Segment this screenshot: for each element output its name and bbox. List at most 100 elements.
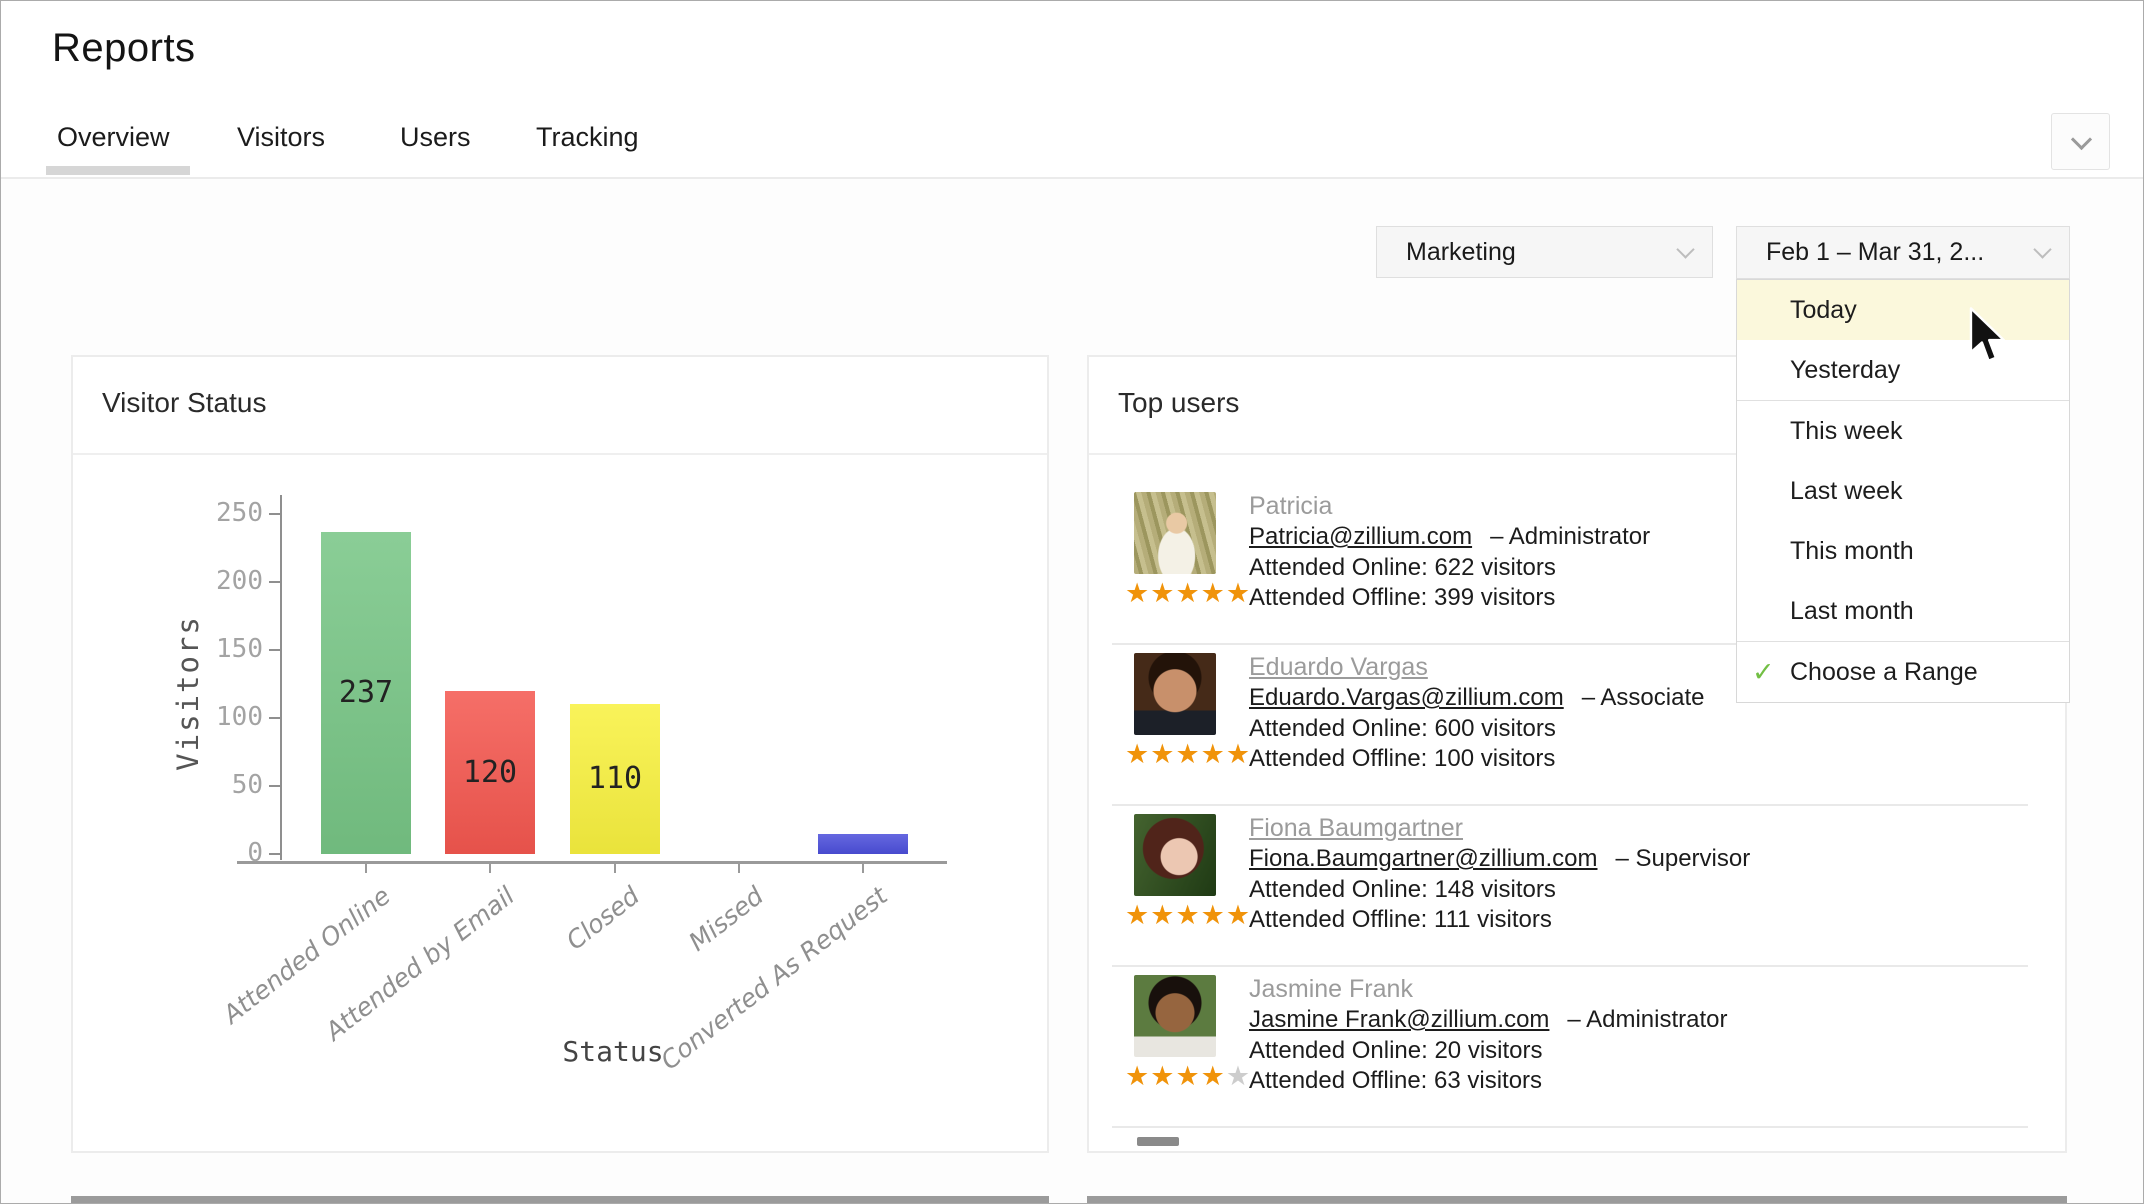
x-tick	[614, 864, 616, 873]
user-rating-stars: ★★★★★	[1125, 739, 1251, 770]
user-name[interactable]: Eduardo Vargas	[1249, 653, 1428, 681]
star-filled-icon: ★	[1175, 900, 1201, 930]
menu-item-last-month[interactable]: Last month	[1790, 597, 1914, 625]
menu-divider	[1737, 641, 2069, 642]
user-row-divider	[1112, 804, 2028, 806]
next-card-top-right	[1087, 1196, 2067, 1204]
user-role: – Associate	[1581, 684, 1705, 711]
bar-value-label: 110	[587, 761, 643, 796]
star-filled-icon: ★	[1150, 900, 1176, 930]
next-user-avatar-sliver	[1137, 1137, 1179, 1146]
top-users-list: Patricia Patricia@zillium.com – Administra…	[1089, 357, 2065, 1151]
user-row-divider	[1112, 965, 2028, 967]
y-axis-title: Visitors	[171, 615, 205, 771]
menu-item-this-month[interactable]: This month	[1790, 537, 1914, 565]
star-filled-icon: ★	[1150, 1061, 1176, 1091]
bar-value-label: 120	[462, 754, 518, 790]
user-email-role-line: Patricia@zillium.com – Administrator	[1249, 523, 1650, 551]
user-email-link[interactable]: Jasmine Frank@zillium.com	[1249, 1006, 1550, 1033]
menu-item-yesterday[interactable]: Yesterday	[1790, 356, 1901, 384]
tab-overview[interactable]: Overview	[57, 122, 170, 152]
star-filled-icon: ★	[1175, 578, 1201, 608]
user-attended-offline: Attended Offline: 111 visitors	[1249, 906, 1552, 933]
star-filled-icon: ★	[1200, 1061, 1226, 1091]
y-tick	[269, 853, 281, 855]
user-avatar	[1134, 492, 1216, 574]
star-filled-icon: ★	[1200, 578, 1226, 608]
bar-closed	[570, 704, 660, 854]
menu-item-this-week[interactable]: This week	[1790, 417, 1903, 445]
star-filled-icon: ★	[1200, 900, 1226, 930]
y-axis-line	[280, 495, 282, 860]
user-row: Patricia Patricia@zillium.com – Administra…	[1089, 484, 2065, 645]
y-tick-label: 0	[247, 838, 263, 868]
user-row-divider	[1112, 1126, 2028, 1128]
user-attended-offline: Attended Offline: 63 visitors	[1249, 1067, 1543, 1094]
user-email-link[interactable]: Eduardo.Vargas@zillium.com	[1249, 684, 1564, 711]
y-tick-label: 250	[216, 498, 263, 528]
y-tick	[269, 717, 281, 719]
user-attended-offline: Attended Offline: 399 visitors	[1249, 584, 1556, 611]
user-avatar	[1134, 814, 1216, 896]
star-filled-icon: ★	[1150, 578, 1176, 608]
user-email-link[interactable]: Patricia@zillium.com	[1249, 523, 1473, 550]
star-filled-icon: ★	[1125, 900, 1151, 930]
menu-item-today[interactable]: Today	[1737, 280, 2069, 340]
user-attended-online: Attended Online: 622 visitors	[1249, 554, 1556, 581]
menu-item-choose-a-range[interactable]: Choose a Range ✓	[1737, 642, 2069, 702]
user-role: – Administrator	[1567, 1006, 1728, 1033]
tab-visitors[interactable]: Visitors	[237, 122, 326, 152]
star-filled-icon: ★	[1225, 900, 1252, 930]
x-axis-line	[237, 861, 947, 864]
user-name[interactable]: Fiona Baumgartner	[1249, 814, 1464, 842]
star-filled-icon: ★	[1225, 739, 1252, 769]
x-tick	[862, 864, 864, 873]
star-filled-icon: ★	[1175, 739, 1201, 769]
visitor-status-card: Visitor Status 0 50 100 150 200 250 237 Attende…	[71, 355, 1049, 1153]
tab-tracking[interactable]: Tracking	[536, 122, 639, 152]
bar-value-label: 237	[338, 675, 394, 710]
user-email-role-line: Eduardo.Vargas@zillium.com – Associate	[1249, 684, 1704, 712]
collapse-header-button[interactable]	[2051, 113, 2110, 170]
x-tick	[738, 864, 740, 873]
date-range-select[interactable]: Feb 1 – Mar 31, 2...	[1736, 226, 2070, 279]
department-select[interactable]: Marketing	[1376, 226, 1713, 278]
date-range-menu: Today Yesterday This week Last week This mon…	[1736, 279, 2070, 703]
menu-item-last-week[interactable]: Last week	[1790, 477, 1903, 505]
y-tick-label: 150	[216, 634, 263, 664]
user-avatar	[1134, 975, 1216, 1057]
user-email-role-line: Jasmine Frank@zillium.com – Administrator	[1249, 1006, 1728, 1034]
y-tick	[269, 513, 281, 515]
menu-divider	[1737, 400, 2069, 401]
star-filled-icon: ★	[1125, 1061, 1151, 1091]
user-email-link[interactable]: Fiona.Baumgartner@zillium.com	[1249, 845, 1598, 872]
active-tab-underline	[46, 166, 190, 175]
bar-converted-as-request	[818, 834, 908, 854]
user-attended-online: Attended Online: 600 visitors	[1249, 715, 1556, 742]
bar-attended-by-email	[445, 691, 535, 854]
y-tick-label: 50	[231, 770, 263, 800]
star-filled-icon: ★	[1125, 578, 1151, 608]
user-attended-online: Attended Online: 20 visitors	[1249, 1037, 1543, 1064]
card-title-divider	[1089, 453, 2065, 455]
date-range-select-value: Feb 1 – Mar 31, 2...	[1766, 238, 1985, 266]
star-filled-icon: ★	[1175, 1061, 1201, 1091]
tab-users[interactable]: Users	[400, 122, 471, 152]
y-tick-label: 200	[216, 566, 263, 596]
department-select-value: Marketing	[1406, 237, 1516, 266]
y-tick	[269, 581, 281, 583]
star-filled-icon: ★	[1125, 739, 1151, 769]
page-title: Reports	[52, 26, 196, 70]
bar-attended-online	[321, 532, 411, 854]
star-filled-icon: ★	[1150, 739, 1176, 769]
page-header: Reports Overview Visitors Users Tracking	[0, 0, 2144, 179]
check-icon: ✓	[1752, 657, 1775, 687]
user-attended-offline: Attended Offline: 100 visitors	[1249, 745, 1556, 772]
user-attended-online: Attended Online: 148 visitors	[1249, 876, 1556, 903]
user-row-divider	[1112, 643, 2028, 645]
x-tick	[489, 864, 491, 873]
user-row: Fiona Baumgartner Fiona.Baumgartner@zilli…	[1089, 806, 2065, 967]
y-tick	[269, 785, 281, 787]
user-rating-stars: ★★★★★	[1125, 1061, 1251, 1092]
x-tick	[365, 864, 367, 873]
